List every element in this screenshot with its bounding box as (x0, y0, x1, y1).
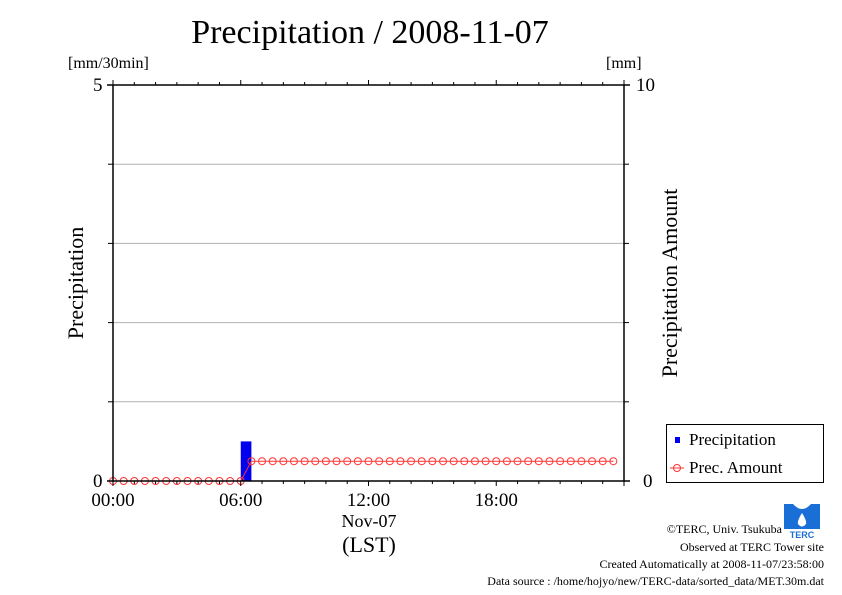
prec-amount-point (375, 457, 384, 466)
prec-amount-point (311, 457, 320, 466)
terc-logo-icon: TERC (784, 504, 820, 540)
prec-amount-point (492, 457, 501, 466)
chart-title: Precipitation / 2008-11-07 (191, 14, 549, 51)
prec-amount-point (321, 457, 330, 466)
prec-amount-point (534, 457, 543, 466)
prec-amount-point (417, 457, 426, 466)
y-tick-left-0: 0 (93, 471, 103, 492)
x-date-label: Nov-07 (341, 511, 397, 531)
credit-created: Created Automatically at 2008-11-07/23:5… (599, 557, 824, 571)
prec-amount-point (449, 457, 458, 466)
legend-label: Precipitation (689, 430, 776, 449)
prec-amount-point (439, 457, 448, 466)
prec-amount-point (343, 457, 352, 466)
legend-line-marker-icon (670, 464, 684, 472)
legend: Precipitation Prec. Amount (666, 424, 824, 483)
prec-amount-point (289, 457, 298, 466)
prec-amount-point (460, 457, 469, 466)
prec-amount-point (407, 457, 416, 466)
prec-amount-point (545, 457, 554, 466)
legend-bar-swatch-icon (675, 437, 680, 443)
legend-label: Prec. Amount (689, 458, 783, 477)
prec-amount-point (396, 457, 405, 466)
prec-amount-point (364, 457, 373, 466)
prec-amount-point (470, 457, 479, 466)
logo-text: TERC (790, 530, 815, 540)
x-tick-label: 12:00 (346, 490, 391, 511)
x-tick-label: 00:00 (91, 490, 135, 511)
prec-amount-point (481, 457, 490, 466)
y-tick-left-5: 5 (93, 75, 103, 96)
y-tick-right-10: 10 (636, 75, 655, 96)
prec-amount-point (588, 457, 597, 466)
prec-amount-point (353, 457, 362, 466)
prec-amount-point (279, 457, 288, 466)
y-tick-right-0: 0 (643, 471, 653, 492)
prec-amount-point (428, 457, 437, 466)
credit-observed: Observed at TERC Tower site (679, 540, 824, 554)
prec-amount-point (502, 457, 511, 466)
x-tick-label: 18:00 (474, 490, 518, 511)
prec-amount-point (258, 457, 267, 466)
y-unit-left: [mm/30min] (68, 55, 149, 72)
prec-amount-point (577, 457, 586, 466)
prec-amount-point (332, 457, 341, 466)
x-axis-label: (LST) (342, 532, 396, 557)
prec-amount-point (598, 457, 607, 466)
prec-amount-point (513, 457, 522, 466)
credit-source: Data source : /home/hojyo/new/TERC-data/… (487, 574, 824, 588)
precipitation-bar (240, 441, 252, 481)
prec-amount-point (268, 457, 277, 466)
prec-amount-point (300, 457, 309, 466)
prec-amount-point (385, 457, 394, 466)
x-tick-label: 06:00 (219, 490, 263, 511)
prec-amount-point (566, 457, 575, 466)
y-unit-right: [mm] (606, 55, 642, 72)
prec-amount-point (524, 457, 533, 466)
credit-copyright: ©TERC, Univ. Tsukuba (666, 522, 782, 536)
prec-amount-point (556, 457, 565, 466)
prec-amount-point (609, 457, 618, 466)
prec-amount-point (247, 457, 256, 466)
